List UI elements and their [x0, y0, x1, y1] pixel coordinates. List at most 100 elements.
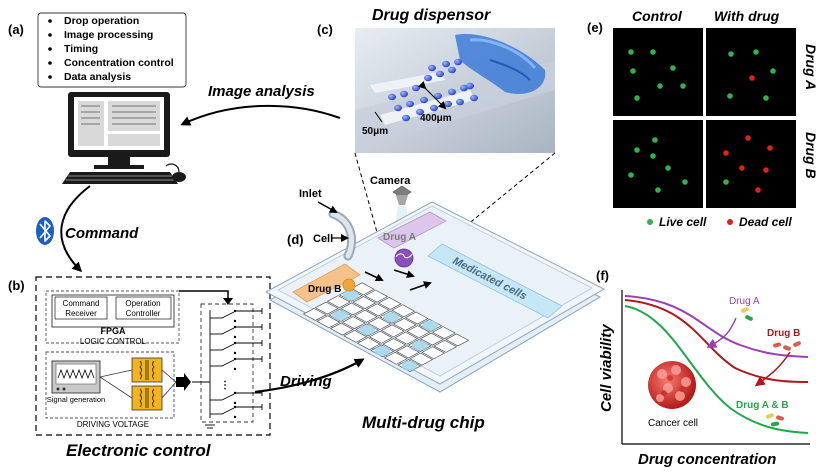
electrode-cell	[445, 333, 470, 347]
electrode-cell	[329, 322, 354, 336]
dispensor-droplets	[388, 58, 478, 122]
electrode-cell	[431, 326, 456, 340]
command-receiver-box	[54, 296, 108, 320]
operation-controller-box	[115, 296, 172, 320]
cell-droplet	[374, 345, 391, 356]
electrode-grid	[302, 282, 470, 372]
live-cell-dot	[763, 95, 769, 101]
droplet	[416, 108, 424, 116]
dispensor-photo	[355, 28, 555, 153]
dim-50-tick	[374, 111, 383, 123]
driving-voltage-label: DRIVING VOLTAGE	[77, 420, 149, 429]
voltage-out-arrow	[176, 373, 191, 391]
live-cell-dot	[657, 83, 663, 89]
software-list-item: Data analysis	[64, 71, 131, 83]
logic-link-arrowhead	[223, 298, 233, 305]
graph-x-label: Drug concentration	[638, 451, 776, 468]
cell-droplet	[383, 312, 400, 323]
dim-400-arrow	[417, 80, 447, 110]
electrode-cell	[409, 352, 434, 366]
curve-drug-b	[624, 299, 809, 383]
live-cell-dot	[650, 153, 656, 159]
live-cell-dot	[628, 49, 634, 55]
live-cell-dot	[670, 65, 676, 71]
graph-y-label: Cell viability	[598, 324, 615, 412]
operation-controller-line2: Controller	[126, 309, 161, 318]
electrode-cell	[341, 316, 366, 330]
droplet	[460, 84, 468, 92]
droplet	[466, 82, 474, 90]
drug-b-droplet	[342, 278, 356, 292]
electrode-cell	[353, 309, 378, 323]
electrode-cell	[433, 339, 458, 353]
live-cell-dot	[634, 147, 640, 153]
electrode-cell	[367, 317, 392, 330]
inlet-arrow	[317, 201, 338, 213]
graph-drug-b-label: Drug B	[767, 328, 800, 339]
software-list-bullet	[48, 19, 52, 23]
logic-link-line	[179, 290, 229, 300]
drug-b-flow-arrow	[364, 271, 384, 282]
electrode-cell	[404, 311, 429, 325]
live-cell-dot	[753, 49, 759, 55]
electrode-cell	[383, 351, 408, 365]
logic-control-box	[45, 290, 180, 344]
software-list-bullet	[48, 61, 52, 65]
cancer-cell-label: Cancer cell	[648, 418, 698, 429]
pill-icons	[741, 307, 801, 427]
electrode-cell	[352, 296, 377, 309]
switch-array	[192, 308, 263, 429]
dead-cell-dot	[763, 167, 769, 173]
electrode-cell	[343, 329, 368, 343]
legend-live-dot	[647, 219, 653, 225]
computer-icon	[62, 92, 186, 184]
cell-droplet	[422, 320, 439, 331]
panel-label-f: (f)	[596, 268, 609, 283]
medicated-cells-zone	[427, 243, 563, 319]
droplet	[430, 104, 438, 112]
panel-label-c: (c)	[317, 22, 333, 37]
drug-b-arrow	[754, 351, 791, 387]
droplet	[402, 114, 410, 122]
signal-generator-icon	[51, 360, 101, 394]
image-analysis-label: Image analysis	[208, 83, 315, 100]
electrode-cell	[340, 302, 365, 316]
electrode-cell	[302, 308, 327, 321]
live-cell-dot	[680, 83, 686, 89]
droplet	[412, 84, 420, 92]
droplet	[420, 96, 428, 104]
droplet	[400, 90, 408, 98]
drug-a-flow-arrow	[393, 269, 415, 279]
curve-drug-ab	[624, 305, 809, 434]
electrode-cell	[314, 301, 339, 315]
inlet-tube	[328, 209, 356, 261]
panel-label-e: (e)	[587, 20, 603, 35]
relay-switch	[210, 308, 263, 323]
relay-switch	[210, 390, 263, 405]
panel-label-a: (a)	[8, 22, 24, 37]
droplet	[454, 58, 462, 66]
droplet	[388, 93, 396, 101]
multi-drug-chip-title: Multi-drug chip	[362, 413, 485, 432]
cell-droplet	[401, 360, 418, 371]
drug-dispensor-title: Drug dispensor	[372, 7, 491, 24]
fpga-label: FPGA	[100, 326, 126, 336]
live-cell-dot	[723, 179, 729, 185]
switch-ellipsis: ⋮	[220, 380, 230, 391]
live-cell-dot	[727, 93, 733, 99]
software-list-bullet	[48, 75, 52, 79]
dim-50-label: 50μm	[362, 126, 388, 137]
software-list-item: Image processing	[64, 29, 153, 41]
software-list-item: Concentration control	[64, 57, 174, 69]
relay-switch	[210, 404, 263, 419]
software-list-item: Drop operation	[64, 15, 139, 27]
dead-cell-dot	[755, 187, 761, 193]
droplet	[424, 74, 432, 82]
driving-label: Driving	[280, 373, 332, 390]
droplet	[428, 64, 436, 72]
relay-switch	[210, 340, 263, 355]
electrode-cell	[421, 346, 446, 360]
electrode-cell	[406, 325, 431, 339]
command-receiver-line1: Command	[63, 299, 100, 308]
image-control-b	[613, 120, 703, 208]
